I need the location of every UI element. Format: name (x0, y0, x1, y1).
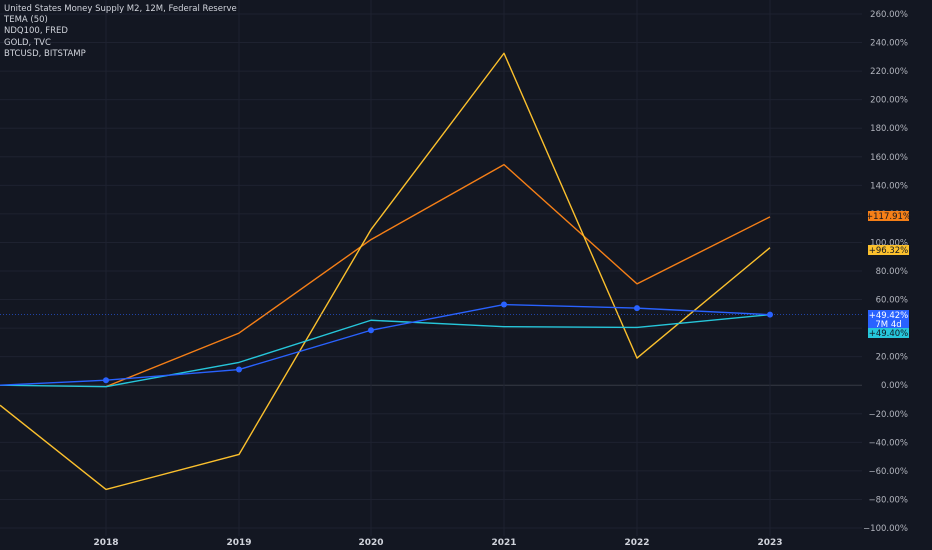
y-tick-label: 140.00% (870, 181, 908, 191)
y-axis: 260.00% 240.00% 220.00% 200.00% 180.00% 160.0… (863, 10, 908, 534)
x-tick-label: 2020 (358, 538, 383, 548)
y-tick-label: 60.00% (876, 296, 908, 306)
legend-item-btcusd[interactable]: BTCUSD, BITSTAMP (4, 48, 86, 59)
x-tick-label: 2019 (226, 538, 251, 548)
legend-title[interactable]: United States Money Supply M2, 12M, Fede… (4, 4, 237, 14)
legend-item-tema[interactable]: TEMA (50) (4, 15, 48, 26)
y-tick-label: −60.00% (868, 467, 908, 477)
series-line-m2[interactable] (0, 303, 771, 386)
last-value-badge (868, 310, 909, 329)
last-value-badge (868, 245, 909, 255)
y-tick-label: 200.00% (870, 96, 908, 106)
series-line-gold[interactable] (0, 313, 771, 388)
x-tick-label: 2022 (624, 538, 649, 548)
last-value-text: +117.91% (866, 212, 911, 222)
y-tick-label: 20.00% (876, 353, 908, 363)
series-line-ndq[interactable] (105, 163, 771, 388)
y-tick-label: 100.00% (870, 238, 908, 248)
y-tick-label: 260.00% (870, 10, 908, 20)
data-point-m2[interactable] (103, 377, 109, 384)
y-tick-label: 220.00% (870, 67, 908, 77)
last-value-text: +49.42% (869, 311, 909, 321)
y-tick-label: −80.00% (868, 495, 908, 505)
y-tick-label: −40.00% (868, 438, 908, 448)
last-value-badge (868, 328, 909, 338)
x-tick-label: 2023 (757, 538, 782, 548)
data-point-m2[interactable] (236, 366, 242, 373)
data-point-m2[interactable] (634, 305, 640, 312)
y-tick-label: 0.00% (881, 381, 908, 391)
last-value-badge (868, 211, 909, 221)
data-point-m2[interactable] (501, 301, 507, 308)
y-tick-label: 180.00% (870, 124, 908, 134)
data-point-m2[interactable] (368, 327, 374, 334)
chart-legend: United States Money Supply M2, 12M, Fede… (4, 4, 237, 60)
series-lines (0, 52, 862, 491)
series-line-btc[interactable] (0, 52, 771, 491)
y-tick-label: −100.00% (863, 524, 908, 534)
y-tick-label: 240.00% (870, 39, 908, 49)
countdown-text: 7M 4d (875, 320, 901, 330)
x-tick-label: 2018 (93, 538, 118, 548)
data-point-m2[interactable] (767, 311, 773, 318)
last-value-badges: +117.91% +96.32% +49.42%7M 4d+49.40% (866, 211, 911, 339)
y-tick-label: 160.00% (870, 153, 908, 163)
last-value-text: +49.40% (869, 329, 909, 339)
x-tick-label: 2021 (491, 538, 516, 548)
x-axis: 2018 2019 2020 2021 2022 2023 (93, 538, 782, 548)
legend-item-gold[interactable]: GOLD, TVC (4, 37, 51, 48)
legend-item-ndq100[interactable]: NDQ100, FRED (4, 26, 68, 37)
y-tick-label: −20.00% (868, 410, 908, 420)
y-tick-label: 80.00% (876, 267, 908, 277)
last-value-text: +96.32% (869, 246, 909, 256)
grid-lines (0, 0, 862, 536)
